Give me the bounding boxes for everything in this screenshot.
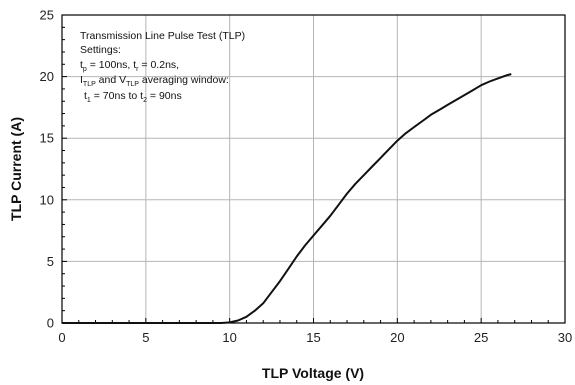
x-tick-label: 15	[306, 330, 320, 345]
y-tick-labels: 0 5 10 15 20 25	[40, 8, 54, 331]
x-tick-label: 25	[474, 330, 488, 345]
y-tick-label: 5	[47, 254, 54, 269]
y-tick-label: 0	[47, 316, 54, 331]
grid-lines	[62, 15, 565, 323]
y-tick-label: 25	[40, 8, 54, 23]
tlp-iv-curve	[62, 73, 512, 324]
annotation-line-2: Settings:	[80, 44, 121, 56]
annotation-line-1: Transmission Line Pulse Test (TLP)	[80, 30, 245, 42]
y-axis-title: TLP Current (A)	[8, 117, 24, 221]
x-tick-label: 5	[142, 330, 149, 345]
x-tick-label: 30	[558, 330, 572, 345]
x-axis-title: TLP Voltage (V)	[262, 365, 364, 381]
x-tick-label: 10	[222, 330, 236, 345]
settings-annotation: Transmission Line Pulse Test (TLP) Setti…	[80, 30, 245, 104]
annotation-line-4: ITLP and VTLP averaging window:	[80, 74, 229, 88]
plot-frame	[61, 14, 566, 324]
y-tick-label: 20	[40, 69, 54, 84]
y-tick-label: 10	[40, 192, 54, 207]
x-tick-labels: 0 5 10 15 20 25 30	[58, 330, 572, 345]
y-tick-label: 15	[40, 131, 54, 146]
annotation-line-5: t1 = 70ns to t2 = 90ns	[84, 90, 182, 104]
x-tick-label: 0	[58, 330, 65, 345]
annotation-line-3: tp = 100ns, tr = 0.2ns,	[80, 59, 179, 73]
x-tick-label: 20	[390, 330, 404, 345]
